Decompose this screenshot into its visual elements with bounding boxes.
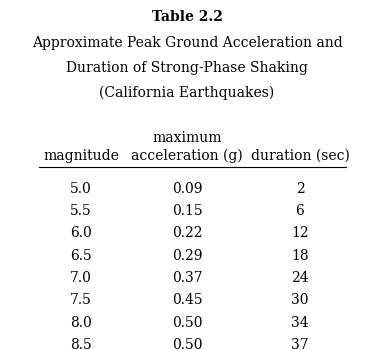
Text: 5.5: 5.5 — [70, 204, 92, 218]
Text: 0.50: 0.50 — [172, 315, 202, 329]
Text: 0.09: 0.09 — [172, 182, 202, 196]
Text: maximum: maximum — [152, 131, 222, 145]
Text: 6: 6 — [295, 204, 304, 218]
Text: 0.37: 0.37 — [172, 271, 202, 285]
Text: Table 2.2: Table 2.2 — [151, 10, 223, 24]
Text: 30: 30 — [291, 293, 309, 307]
Text: 8.0: 8.0 — [70, 315, 92, 329]
Text: 8.5: 8.5 — [70, 338, 92, 350]
Text: 6.5: 6.5 — [70, 249, 92, 263]
Text: 24: 24 — [291, 271, 309, 285]
Text: Approximate Peak Ground Acceleration and: Approximate Peak Ground Acceleration and — [32, 36, 342, 50]
Text: 37: 37 — [291, 338, 309, 350]
Text: 18: 18 — [291, 249, 309, 263]
Text: 7.0: 7.0 — [70, 271, 92, 285]
Text: (California Earthquakes): (California Earthquakes) — [99, 85, 275, 100]
Text: 12: 12 — [291, 226, 309, 240]
Text: 0.22: 0.22 — [172, 226, 202, 240]
Text: 0.45: 0.45 — [172, 293, 202, 307]
Text: magnitude: magnitude — [43, 149, 119, 163]
Text: 34: 34 — [291, 315, 309, 329]
Text: 5.0: 5.0 — [70, 182, 92, 196]
Text: 0.15: 0.15 — [172, 204, 202, 218]
Text: 6.0: 6.0 — [70, 226, 92, 240]
Text: Duration of Strong-Phase Shaking: Duration of Strong-Phase Shaking — [66, 61, 308, 75]
Text: 7.5: 7.5 — [70, 293, 92, 307]
Text: 2: 2 — [295, 182, 304, 196]
Text: acceleration (g): acceleration (g) — [131, 149, 243, 163]
Text: 0.29: 0.29 — [172, 249, 202, 263]
Text: duration (sec): duration (sec) — [251, 149, 349, 163]
Text: 0.50: 0.50 — [172, 338, 202, 350]
